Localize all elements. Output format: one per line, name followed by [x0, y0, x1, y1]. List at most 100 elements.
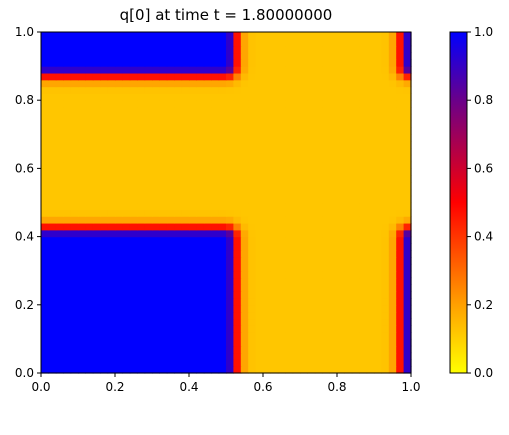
heatmap-cell	[344, 202, 353, 210]
heatmap-cell	[255, 236, 264, 245]
heatmap-cell	[255, 243, 264, 251]
heatmap-cell	[137, 86, 146, 94]
heatmap-cell	[277, 154, 286, 163]
heatmap-cell	[159, 188, 168, 197]
heatmap-cell	[152, 325, 160, 333]
heatmap-cell	[366, 188, 375, 197]
heatmap-cell	[366, 154, 375, 163]
heatmap-cell	[292, 182, 301, 190]
heatmap-cell	[344, 352, 353, 360]
heatmap-cell	[248, 284, 257, 292]
heatmap-cell	[240, 352, 249, 360]
heatmap-cell	[48, 284, 57, 292]
heatmap-cell	[92, 141, 101, 149]
heatmap-cell	[70, 147, 79, 156]
heatmap-cell	[255, 209, 264, 217]
heatmap-cell	[196, 311, 205, 320]
heatmap-cell	[166, 297, 175, 306]
heatmap-cell	[337, 222, 345, 231]
heatmap-cell	[203, 113, 212, 122]
heatmap-cell	[381, 32, 390, 40]
heatmap-cell	[329, 141, 338, 149]
heatmap-cell	[337, 304, 345, 313]
heatmap-cell	[115, 79, 123, 88]
heatmap-cell	[122, 86, 131, 94]
heatmap-cell	[226, 209, 234, 217]
heatmap-cell	[307, 72, 316, 81]
heatmap-cell	[381, 304, 390, 313]
heatmap-cell	[307, 168, 316, 176]
heatmap-cell	[166, 168, 175, 176]
heatmap-cell	[41, 291, 49, 299]
heatmap-cell	[181, 182, 190, 190]
heatmap-cell	[85, 59, 94, 67]
heatmap-cell	[211, 38, 220, 47]
heatmap-cell	[55, 161, 64, 169]
heatmap-cell	[381, 38, 390, 47]
heatmap-cell	[277, 32, 286, 40]
heatmap-cell	[70, 277, 79, 285]
heatmap-cell	[152, 154, 160, 163]
heatmap-cell	[233, 257, 242, 265]
heatmap-cell	[189, 209, 197, 217]
heatmap-cell	[300, 325, 308, 333]
heatmap-cell	[403, 147, 412, 156]
heatmap-cell	[292, 52, 301, 60]
heatmap-cell	[196, 120, 205, 129]
heatmap-cell	[285, 270, 294, 279]
heatmap-cell	[122, 120, 131, 129]
heatmap-cell	[137, 359, 146, 367]
heatmap-cell	[218, 352, 227, 360]
heatmap-cell	[255, 345, 264, 354]
heatmap-cell	[277, 127, 286, 135]
heatmap-cell	[115, 86, 123, 94]
heatmap-cell	[115, 270, 123, 279]
heatmap-cell	[322, 263, 331, 272]
heatmap-cell	[285, 243, 294, 251]
heatmap-cell	[292, 141, 301, 149]
heatmap-cell	[240, 168, 249, 176]
heatmap-cell	[100, 154, 109, 163]
heatmap-cell	[322, 257, 331, 265]
heatmap-cell	[388, 127, 397, 135]
heatmap-cell	[85, 52, 94, 60]
heatmap-cell	[100, 168, 109, 176]
heatmap-cell	[300, 257, 308, 265]
heatmap-cell	[166, 32, 175, 40]
heatmap-cell	[351, 93, 360, 101]
heatmap-cell	[277, 93, 286, 101]
heatmap-cell	[240, 182, 249, 190]
heatmap-cell	[181, 188, 190, 197]
heatmap-cell	[100, 250, 109, 258]
heatmap-cell	[196, 338, 205, 347]
heatmap-cell	[159, 107, 168, 115]
heatmap-cell	[314, 120, 323, 129]
heatmap-cell	[292, 229, 301, 238]
heatmap-cell	[277, 352, 286, 360]
heatmap-cell	[63, 277, 72, 285]
heatmap-cell	[307, 175, 316, 183]
heatmap-cell	[181, 325, 190, 333]
heatmap-cell	[344, 182, 353, 190]
heatmap-cell	[85, 188, 94, 197]
heatmap-cell	[107, 141, 116, 149]
heatmap-cell	[211, 263, 220, 272]
heatmap-cell	[63, 222, 72, 231]
heatmap-cell	[255, 107, 264, 115]
heatmap-cell	[63, 38, 72, 47]
heatmap-cell	[374, 257, 382, 265]
heatmap-cell	[226, 216, 234, 224]
heatmap-cell	[78, 297, 86, 306]
heatmap-cell	[374, 66, 382, 74]
heatmap-cell	[381, 359, 390, 367]
heatmap-cell	[337, 270, 345, 279]
heatmap-cell	[218, 154, 227, 163]
heatmap-cell	[351, 195, 360, 204]
heatmap-cell	[255, 86, 264, 94]
heatmap-cell	[41, 338, 49, 347]
heatmap-cell	[41, 195, 49, 204]
heatmap-cell	[240, 257, 249, 265]
heatmap-cell	[388, 188, 397, 197]
heatmap-cell	[314, 141, 323, 149]
heatmap-cell	[300, 141, 308, 149]
